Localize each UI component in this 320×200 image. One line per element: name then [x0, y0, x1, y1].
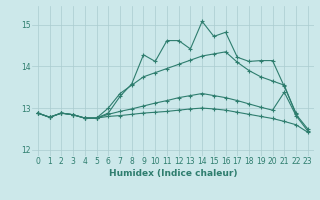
X-axis label: Humidex (Indice chaleur): Humidex (Indice chaleur) — [108, 169, 237, 178]
